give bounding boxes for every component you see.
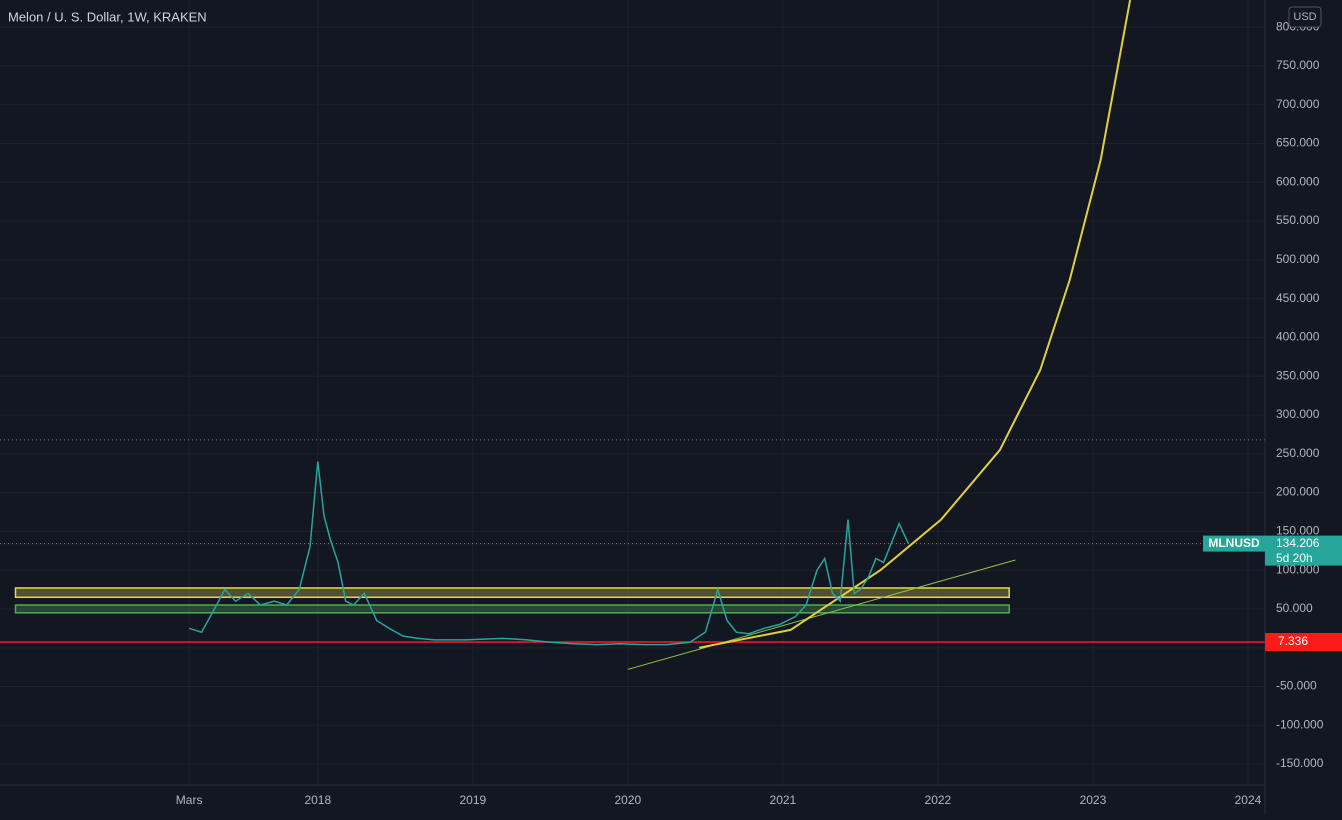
price-line xyxy=(188,461,910,646)
y-tick-label: -100.000 xyxy=(1276,717,1324,731)
y-tick-label: 550.000 xyxy=(1276,213,1320,227)
support-badge xyxy=(1265,633,1342,652)
currency-badge[interactable] xyxy=(1288,6,1322,28)
x-tick-label: 2022 xyxy=(925,793,952,807)
y-tick-label: 100.000 xyxy=(1276,562,1320,576)
parabolic-curve xyxy=(699,0,1132,649)
plot-area xyxy=(0,0,1265,670)
zone xyxy=(14,604,1010,614)
y-tick-label: 200.000 xyxy=(1276,485,1320,499)
y-tick-label: 250.000 xyxy=(1276,446,1320,460)
y-tick-label: 600.000 xyxy=(1276,174,1320,188)
zone xyxy=(14,587,1010,599)
y-tick-label: -50.000 xyxy=(1276,679,1317,693)
trendline xyxy=(627,559,1016,670)
grid xyxy=(0,0,1265,785)
last-price-badge xyxy=(1265,535,1342,566)
support-label: 7.336 xyxy=(1278,634,1308,648)
countdown-label: 5d 20h xyxy=(1276,551,1313,565)
y-tick-label: 700.000 xyxy=(1276,97,1320,111)
y-tick-label: 450.000 xyxy=(1276,291,1320,305)
x-tick-label: 2024 xyxy=(1235,793,1262,807)
last-price-label: 134.206 xyxy=(1276,536,1320,550)
x-tick-label: 2020 xyxy=(614,793,641,807)
x-tick-label: 2023 xyxy=(1080,793,1107,807)
y-tick-label: 300.000 xyxy=(1276,407,1320,421)
y-tick-label: 50.000 xyxy=(1276,601,1313,615)
y-tick-label: 650.000 xyxy=(1276,136,1320,150)
symbol-label: MLNUSD xyxy=(1208,536,1260,550)
y-tick-label: 350.000 xyxy=(1276,368,1320,382)
y-tick-label: 750.000 xyxy=(1276,58,1320,72)
y-tick-label: 500.000 xyxy=(1276,252,1320,266)
y-tick-label: 150.000 xyxy=(1276,524,1320,538)
x-tick-label: 2021 xyxy=(770,793,797,807)
x-tick-label: 2019 xyxy=(459,793,486,807)
y-tick-label: 400.000 xyxy=(1276,330,1320,344)
y-tick-label: -150.000 xyxy=(1276,756,1324,770)
currency-label[interactable]: USD xyxy=(1293,11,1316,23)
symbol-badge xyxy=(1203,535,1265,552)
x-tick-label: Mars xyxy=(176,793,203,807)
x-tick-label: 2018 xyxy=(304,793,331,807)
chart-title: Melon / U. S. Dollar, 1W, KRAKEN xyxy=(8,9,207,24)
